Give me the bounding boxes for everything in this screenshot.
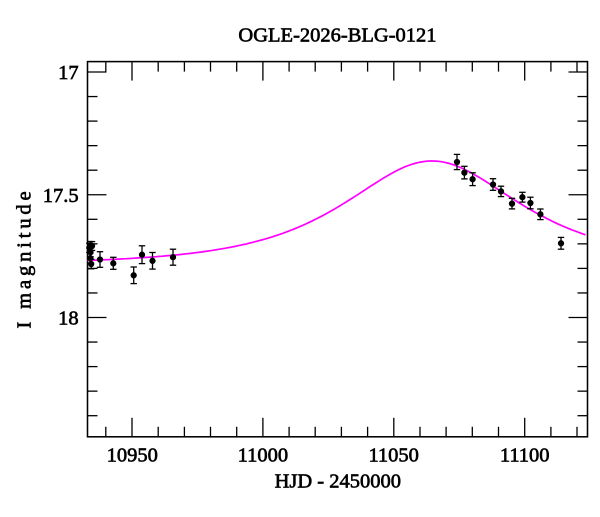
svg-text:11000: 11000 <box>238 445 289 467</box>
svg-text:17: 17 <box>58 62 79 84</box>
svg-text:10950: 10950 <box>107 445 158 467</box>
svg-text:OGLE-2026-BLG-0121: OGLE-2026-BLG-0121 <box>238 25 436 47</box>
svg-text:11100: 11100 <box>500 445 550 467</box>
svg-text:18: 18 <box>58 308 79 330</box>
svg-text:HJD - 2450000: HJD - 2450000 <box>275 471 401 493</box>
svg-text:11050: 11050 <box>368 445 419 467</box>
svg-text:17.5: 17.5 <box>43 185 79 207</box>
svg-text:I magnitude: I magnitude <box>14 187 36 328</box>
